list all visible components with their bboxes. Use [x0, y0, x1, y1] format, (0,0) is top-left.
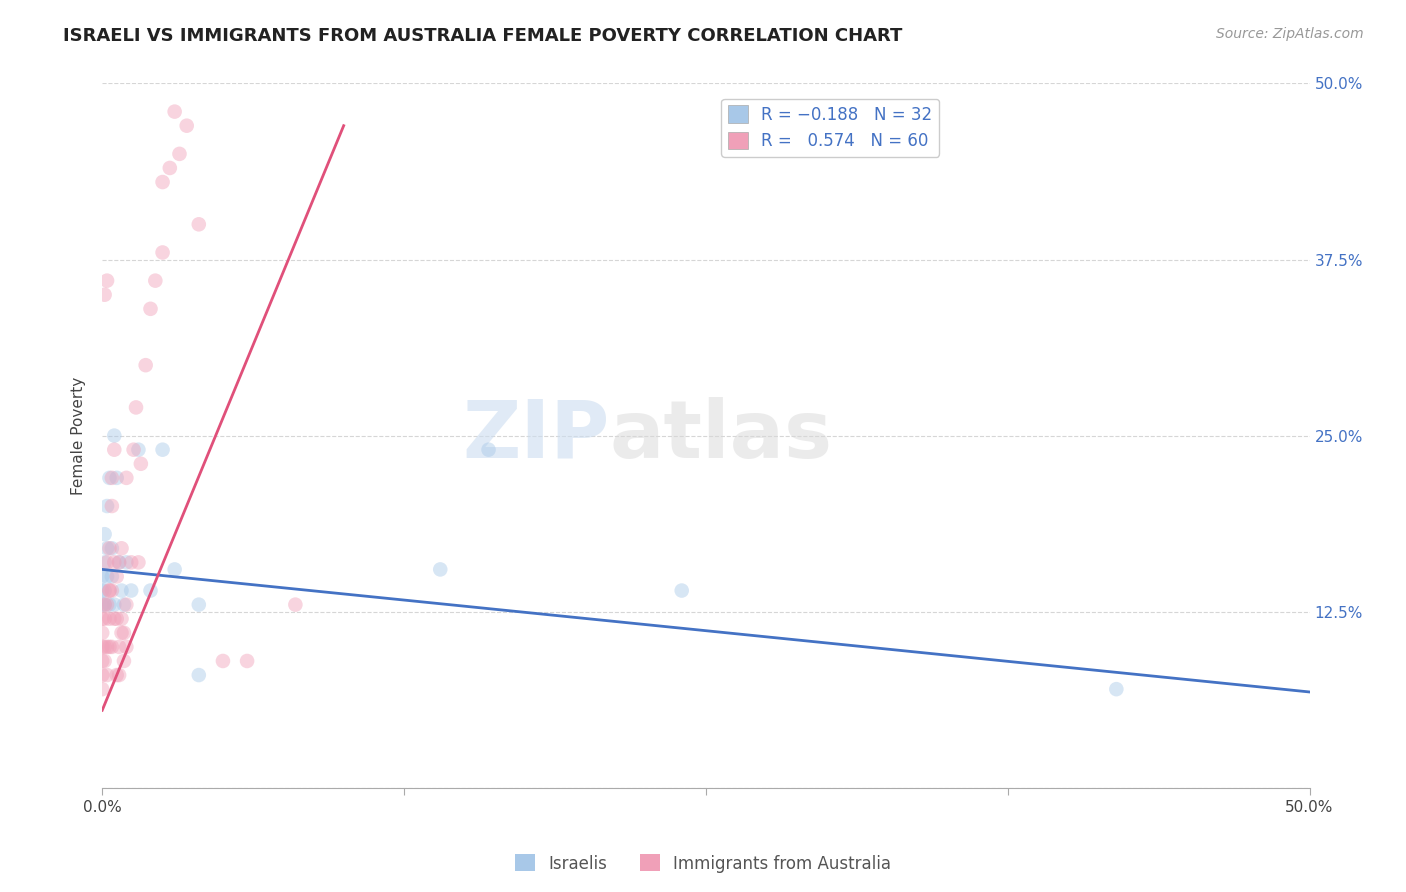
- Point: [93, 612, 115, 626]
- Point: [187, 598, 209, 612]
- Point: [152, 245, 174, 260]
- Point: [103, 598, 125, 612]
- Point: [163, 104, 186, 119]
- Point: [93, 287, 115, 301]
- Point: [284, 598, 307, 612]
- Text: ZIP: ZIP: [463, 397, 609, 475]
- Point: [110, 541, 132, 556]
- Point: [98, 598, 121, 612]
- Point: [115, 555, 138, 569]
- Point: [91, 612, 114, 626]
- Point: [96, 569, 118, 583]
- Point: [139, 583, 162, 598]
- Point: [91, 569, 114, 583]
- Point: [108, 555, 131, 569]
- Point: [96, 499, 118, 513]
- Point: [98, 583, 121, 598]
- Point: [112, 654, 135, 668]
- Text: atlas: atlas: [609, 397, 832, 475]
- Point: [93, 640, 115, 654]
- Point: [93, 598, 115, 612]
- Point: [98, 583, 121, 598]
- Point: [122, 442, 145, 457]
- Point: [101, 471, 124, 485]
- Point: [91, 682, 114, 697]
- Point: [143, 274, 166, 288]
- Point: [120, 583, 142, 598]
- Point: [187, 217, 209, 231]
- Point: [671, 583, 693, 598]
- Point: [477, 442, 499, 457]
- Point: [135, 358, 157, 372]
- Point: [96, 541, 118, 556]
- Point: [152, 442, 174, 457]
- Point: [98, 612, 121, 626]
- Legend: Israelis, Immigrants from Australia: Israelis, Immigrants from Australia: [508, 847, 898, 880]
- Point: [120, 555, 142, 569]
- Point: [91, 598, 114, 612]
- Point: [212, 654, 235, 668]
- Point: [103, 612, 125, 626]
- Point: [91, 625, 114, 640]
- Point: [105, 668, 128, 682]
- Point: [101, 499, 124, 513]
- Point: [98, 471, 121, 485]
- Point: [101, 541, 124, 556]
- Point: [163, 562, 186, 576]
- Point: [169, 147, 191, 161]
- Point: [115, 598, 138, 612]
- Point: [91, 668, 114, 682]
- Point: [129, 457, 152, 471]
- Point: [187, 668, 209, 682]
- Point: [103, 442, 125, 457]
- Point: [93, 583, 115, 598]
- Point: [236, 654, 259, 668]
- Point: [105, 569, 128, 583]
- Point: [91, 583, 114, 598]
- Point: [93, 527, 115, 541]
- Point: [101, 583, 124, 598]
- Legend: R = −0.188   N = 32, R =   0.574   N = 60: R = −0.188 N = 32, R = 0.574 N = 60: [721, 99, 939, 157]
- Point: [139, 301, 162, 316]
- Point: [98, 541, 121, 556]
- Point: [127, 555, 149, 569]
- Point: [125, 401, 148, 415]
- Point: [101, 640, 124, 654]
- Point: [101, 569, 124, 583]
- Point: [108, 555, 131, 569]
- Point: [110, 583, 132, 598]
- Point: [96, 598, 118, 612]
- Point: [96, 555, 118, 569]
- Point: [96, 640, 118, 654]
- Point: [176, 119, 198, 133]
- Point: [108, 640, 131, 654]
- Point: [429, 562, 451, 576]
- Point: [98, 640, 121, 654]
- Point: [96, 274, 118, 288]
- Point: [112, 625, 135, 640]
- Point: [103, 555, 125, 569]
- Point: [93, 654, 115, 668]
- Point: [110, 612, 132, 626]
- Point: [112, 598, 135, 612]
- Point: [115, 640, 138, 654]
- Point: [91, 654, 114, 668]
- Point: [93, 598, 115, 612]
- Point: [110, 625, 132, 640]
- Text: ISRAELI VS IMMIGRANTS FROM AUSTRALIA FEMALE POVERTY CORRELATION CHART: ISRAELI VS IMMIGRANTS FROM AUSTRALIA FEM…: [63, 27, 903, 45]
- Point: [105, 471, 128, 485]
- Point: [159, 161, 181, 175]
- Point: [152, 175, 174, 189]
- Point: [103, 428, 125, 442]
- Text: Source: ZipAtlas.com: Source: ZipAtlas.com: [1216, 27, 1364, 41]
- Point: [127, 442, 149, 457]
- Point: [108, 668, 131, 682]
- Point: [105, 612, 128, 626]
- Point: [115, 471, 138, 485]
- Y-axis label: Female Poverty: Female Poverty: [72, 376, 86, 495]
- Point: [93, 555, 115, 569]
- Point: [96, 668, 118, 682]
- Point: [1105, 682, 1128, 697]
- Point: [91, 640, 114, 654]
